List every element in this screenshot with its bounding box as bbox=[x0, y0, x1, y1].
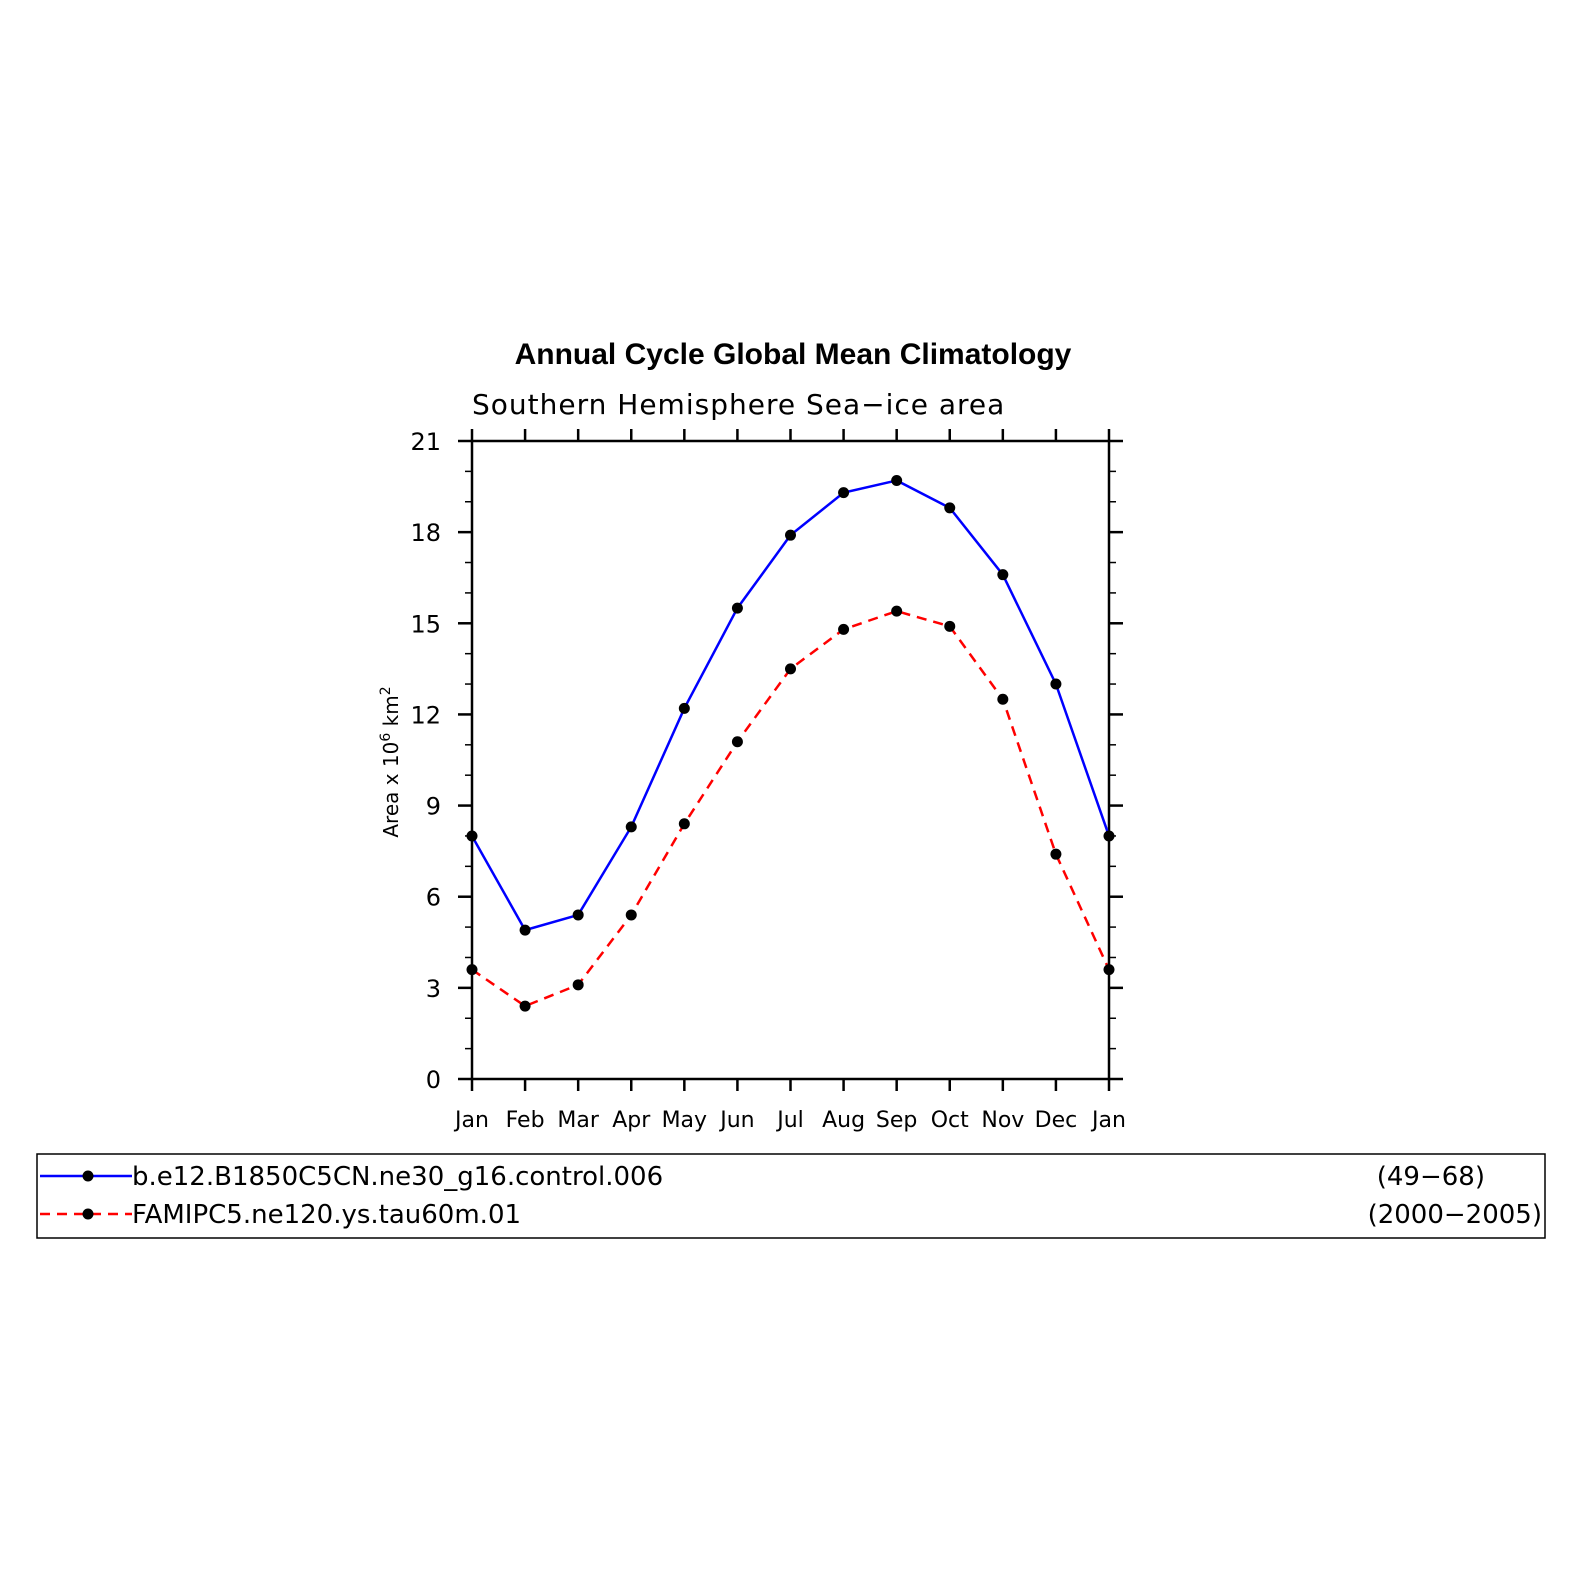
x-tick-label: Dec bbox=[1035, 1108, 1078, 1133]
data-point bbox=[625, 909, 637, 921]
data-point bbox=[519, 1000, 531, 1012]
data-point bbox=[1103, 830, 1115, 842]
legend-entry-0: b.e12.B1850C5CN.ne30_g16.control.006 (49… bbox=[40, 1162, 1485, 1192]
data-point bbox=[1050, 848, 1062, 860]
legend-entry-1: FAMIPC5.ne120.ys.tau60m.01 (2000−2005) bbox=[40, 1200, 1542, 1230]
data-point bbox=[625, 821, 637, 833]
legend-box bbox=[36, 1153, 1546, 1239]
y-axis-label: Area x 106 km2 bbox=[378, 686, 403, 837]
data-point bbox=[466, 830, 478, 842]
y-tick-labels: 0 3 6 9 12 15 18 21 bbox=[410, 428, 441, 1094]
data-point bbox=[731, 602, 743, 614]
x-tick-label: Jan bbox=[1090, 1108, 1126, 1133]
data-point bbox=[944, 620, 956, 632]
legend-marker-1 bbox=[82, 1208, 94, 1220]
data-point bbox=[678, 818, 690, 830]
y-tick-label: 18 bbox=[410, 519, 441, 547]
data-point bbox=[1103, 964, 1115, 976]
y-tick-label: 9 bbox=[426, 793, 441, 821]
data-point bbox=[1050, 678, 1062, 690]
data-point bbox=[944, 502, 956, 514]
data-point bbox=[466, 964, 478, 976]
series-layer bbox=[466, 474, 1115, 1012]
axis-ticks bbox=[458, 429, 1123, 1091]
y-tick-label: 3 bbox=[426, 975, 441, 1003]
x-tick-label: Apr bbox=[612, 1108, 651, 1133]
x-tick-label: Jun bbox=[718, 1108, 754, 1133]
data-point bbox=[838, 623, 850, 635]
x-tick-label: Mar bbox=[557, 1108, 599, 1133]
data-point bbox=[572, 909, 584, 921]
data-point bbox=[785, 663, 796, 675]
data-point bbox=[997, 569, 1009, 581]
y-tick-label: 12 bbox=[410, 701, 441, 729]
data-point bbox=[572, 979, 584, 991]
legend-label-1: FAMIPC5.ne120.ys.tau60m.01 bbox=[132, 1200, 521, 1230]
x-tick-label: Jan bbox=[453, 1108, 489, 1133]
x-tick-label: Aug bbox=[822, 1108, 865, 1133]
data-point bbox=[678, 702, 690, 714]
data-point bbox=[891, 605, 903, 617]
y-tick-label: 0 bbox=[426, 1066, 441, 1094]
chart-title: Annual Cycle Global Mean Climatology bbox=[515, 338, 1072, 371]
legend-years-1: (2000−2005) bbox=[1368, 1200, 1542, 1230]
data-point bbox=[891, 474, 903, 486]
x-tick-label: Nov bbox=[981, 1108, 1024, 1133]
chart-subtitle: Southern Hemisphere Sea−ice area bbox=[472, 388, 1005, 421]
data-point bbox=[519, 924, 531, 936]
x-tick-label: Oct bbox=[931, 1108, 969, 1133]
legend-years-0: (49−68) bbox=[1377, 1162, 1485, 1192]
x-tick-label: May bbox=[662, 1108, 707, 1133]
x-tick-label: Sep bbox=[876, 1108, 917, 1133]
data-point bbox=[997, 693, 1009, 705]
y-tick-label: 21 bbox=[410, 428, 441, 456]
data-point bbox=[785, 529, 796, 541]
series-line-0 bbox=[470, 479, 1111, 932]
x-tick-label: Feb bbox=[506, 1108, 545, 1133]
data-point bbox=[838, 487, 850, 499]
data-point bbox=[731, 736, 743, 748]
y-tick-label: 15 bbox=[410, 610, 441, 638]
y-tick-label: 6 bbox=[426, 884, 441, 912]
x-tick-labels: Jan Feb Mar Apr May Jun Jul Aug Sep Oct Nov Dec Jan bbox=[453, 1108, 1126, 1133]
x-tick-label: Jul bbox=[775, 1108, 804, 1133]
legend-label-0: b.e12.B1850C5CN.ne30_g16.control.006 bbox=[132, 1162, 663, 1192]
legend-marker-0 bbox=[82, 1170, 94, 1182]
